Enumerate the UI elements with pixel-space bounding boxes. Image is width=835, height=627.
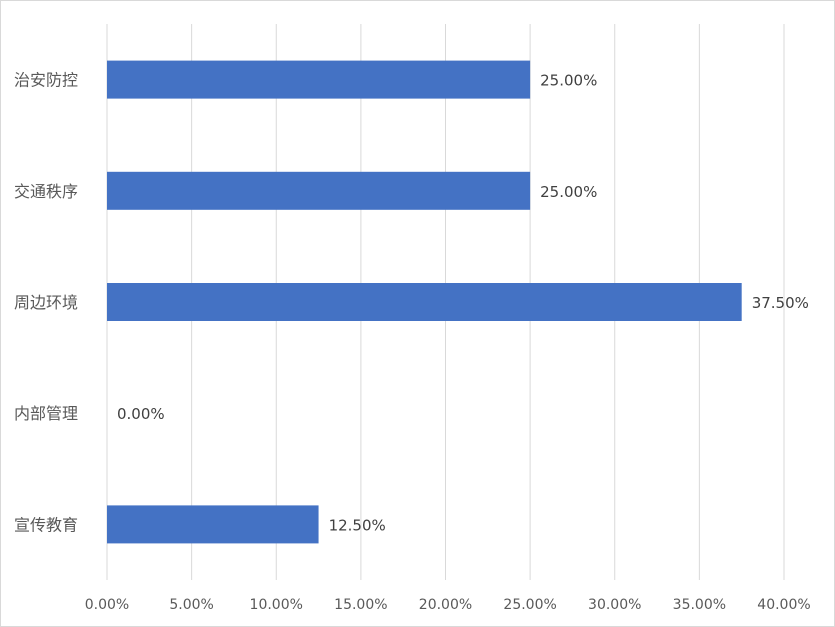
bar [107, 283, 742, 321]
bar [107, 171, 531, 210]
x-tick-label: 40.00% [757, 597, 810, 613]
data-label: 0.00% [117, 405, 165, 423]
x-tick-label: 5.00% [169, 597, 213, 613]
bar [107, 60, 531, 99]
category-label: 内部管理 [14, 404, 78, 423]
category-label: 交通秩序 [14, 182, 78, 201]
x-tick-label: 25.00% [503, 597, 556, 613]
x-tick-label: 35.00% [673, 597, 726, 613]
category-label: 宣传教育 [14, 515, 78, 534]
data-label: 37.50% [752, 294, 809, 312]
data-label: 25.00% [540, 72, 597, 90]
x-tick-label: 15.00% [334, 597, 387, 613]
category-label: 周边环境 [14, 293, 78, 312]
x-tick-label: 30.00% [588, 597, 641, 613]
data-label: 25.00% [540, 183, 597, 201]
x-tick-label: 10.00% [250, 597, 303, 613]
bar [107, 505, 319, 544]
labels: 0.00% 5.00% 10.00% 15.00% 20.00% 25.00% 30.00%… [14, 71, 811, 613]
category-label: 治安防控 [14, 71, 78, 90]
bars [107, 60, 742, 544]
x-tick-label: 20.00% [419, 597, 472, 613]
x-tick-label: 0.00% [85, 597, 129, 613]
data-label: 12.50% [329, 516, 386, 534]
